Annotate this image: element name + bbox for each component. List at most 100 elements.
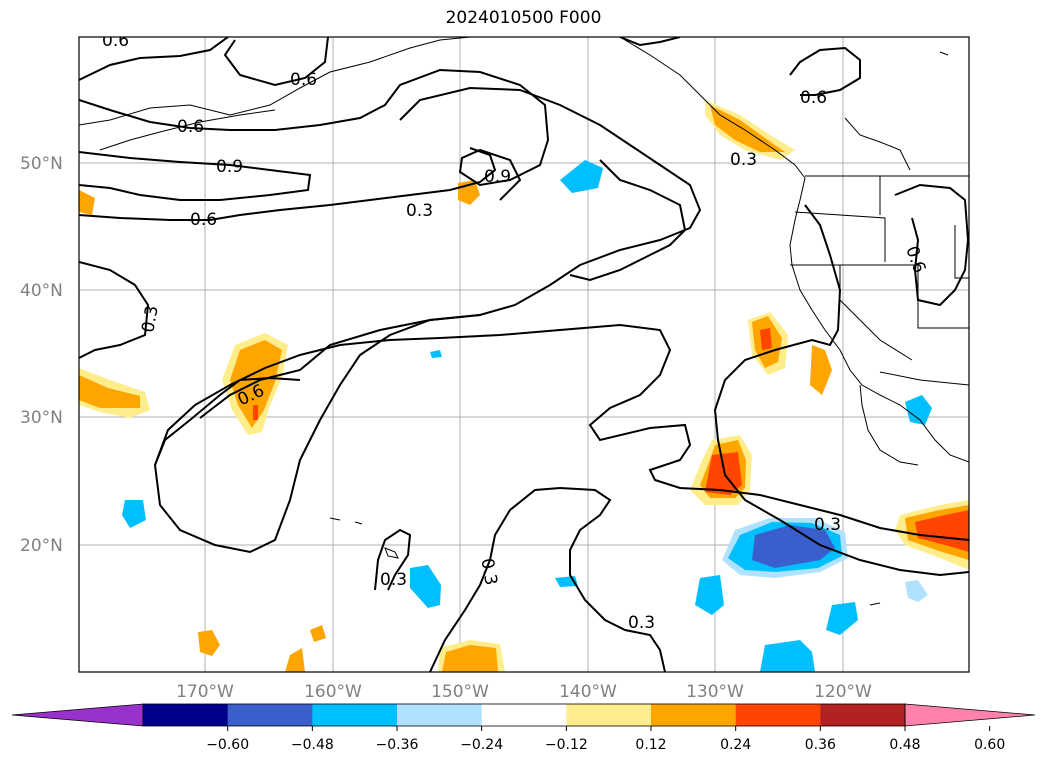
- lat-label-40n: 40°N: [20, 281, 63, 301]
- contour-label: 0.3: [380, 570, 407, 590]
- colorbar-tick-label: −0.48: [291, 737, 334, 753]
- fill-positive-south-d-core: [442, 645, 498, 672]
- fill-positive-ca-coast: [810, 345, 832, 395]
- colorbar-ticks: −0.60 −0.48 −0.36 −0.24 −0.12 0.12 0.24 0.36 0.4…: [206, 726, 1005, 753]
- fill-positive-south-c: [310, 625, 326, 642]
- contour-0p3-south: [429, 486, 666, 672]
- contour-0p6-north-b: [223, 37, 329, 87]
- colorbar-swatches: [11, 703, 1036, 727]
- colorbar-swatch: [312, 704, 398, 726]
- contour-label: 0.3: [406, 201, 433, 221]
- lat-labels: 50°N 40°N 30°N 20°N: [20, 154, 63, 556]
- colorbar-tick-label: 0.60: [974, 737, 1005, 753]
- contour-label: 0.6: [102, 31, 129, 51]
- island-small-a: [939, 51, 949, 56]
- colorbar-tick-label: 0.12: [635, 737, 666, 753]
- bc-interior-line: [844, 117, 911, 171]
- fill-negative-east-tropics-a: [695, 575, 724, 615]
- contours: [79, 37, 969, 672]
- fill-negative-east-tropics-c: [905, 580, 928, 602]
- filled-regions: [79, 100, 969, 672]
- island-small-b: [869, 602, 881, 606]
- contour-0p3-north-ne: [619, 37, 681, 47]
- fill-positive-ca-offshore-peak: [760, 328, 772, 350]
- lon-label-130w: 130°W: [686, 682, 744, 702]
- colorbar-tick-label: −0.60: [206, 737, 249, 753]
- fill-positive-bc-coast-core: [710, 105, 785, 152]
- contour-0p3-coast: [569, 159, 687, 282]
- fill-negative-tropical-core: [752, 525, 835, 568]
- hawaii-islands: [329, 517, 399, 559]
- colorbar-swatch: [397, 704, 483, 726]
- contour-0p6-nw-north: [789, 46, 861, 96]
- colorbar-extend-high: [904, 703, 1036, 727]
- colorbar-tick-label: −0.24: [460, 737, 503, 753]
- contour-label: 0.3: [814, 515, 841, 535]
- lat-label-20n: 20°N: [20, 536, 63, 556]
- coastlines: [79, 37, 969, 606]
- contour-0p3-hawaii: [374, 528, 412, 591]
- colorbar-swatch: [735, 704, 821, 726]
- contour-labels: 0.6 0.6 0.6 0.6 0.9 0.9 0.6 0.3 0.3 0.3 …: [102, 31, 929, 633]
- contour-label: 0.3: [476, 557, 500, 587]
- contour-label: 0.6: [190, 210, 217, 230]
- colorbar-swatch: [820, 704, 906, 726]
- state-boundary-e: [917, 265, 969, 329]
- state-boundary-f: [954, 225, 969, 279]
- contour-0p6-rockies: [894, 183, 969, 307]
- contour-label: 0.3: [628, 613, 655, 633]
- contour-label: 0.9: [216, 157, 243, 177]
- contour-label: 0.9: [484, 167, 511, 187]
- colorbar: −0.60 −0.48 −0.36 −0.24 −0.12 0.12 0.24 0.36 0.4…: [11, 703, 1036, 753]
- lon-label-120w: 120°W: [814, 682, 872, 702]
- fill-negative-small-a: [430, 350, 442, 358]
- contour-label: 0.3: [730, 150, 757, 170]
- fill-negative-west-tropics: [122, 500, 146, 528]
- lon-labels: 170°W 160°W 150°W 140°W 130°W 120°W: [176, 682, 872, 702]
- pacific-nw-coast: [789, 177, 969, 463]
- contour-0p6-west: [79, 147, 497, 221]
- contour-label: 0.6: [800, 88, 827, 108]
- colorbar-swatch: [566, 704, 652, 726]
- map-title: 2024010500 F000: [445, 8, 602, 28]
- colorbar-frame: [142, 703, 906, 727]
- fill-positive-central-core: [230, 340, 282, 428]
- fill-positive-mexico-peak: [915, 510, 969, 552]
- fill-negative-east-tropics-b: [826, 602, 858, 635]
- colorbar-tick-label: −0.12: [545, 737, 588, 753]
- lon-label-150w: 150°W: [431, 682, 489, 702]
- contour-0p3-large-loop: [154, 323, 969, 541]
- lon-label-140w: 140°W: [559, 682, 617, 702]
- colorbar-swatch: [143, 704, 229, 726]
- colorbar-tick-label: 0.24: [720, 737, 751, 753]
- colorbar-swatch: [651, 704, 737, 726]
- contour-0p3-east: [713, 204, 969, 577]
- lon-label-170w: 170°W: [176, 682, 234, 702]
- contour-0p3-main: [79, 261, 481, 419]
- fill-positive-west-edge-core: [79, 375, 140, 408]
- fill-positive-central-peak: [253, 405, 258, 420]
- fill-negative-north-pacific: [560, 160, 603, 193]
- contour-label: 0.6: [901, 244, 929, 276]
- contour-0p9: [79, 151, 312, 201]
- lon-label-160w: 160°W: [304, 682, 362, 702]
- fill-positive-south-a: [198, 630, 220, 656]
- baja-peninsula: [859, 384, 919, 466]
- fill-positive-south-b: [285, 648, 305, 672]
- contour-label: 0.6: [290, 70, 317, 90]
- plot-area: 0.6 0.6 0.6 0.6 0.9 0.9 0.6 0.3 0.3 0.3 …: [79, 31, 969, 672]
- state-boundary-d: [839, 265, 913, 361]
- contour-0p6-north-a: [79, 37, 229, 81]
- colorbar-extend-low: [11, 703, 144, 727]
- fill-negative-hawaii: [410, 565, 441, 608]
- colorbar-tick-label: 0.36: [805, 737, 836, 753]
- colorbar-swatch: [481, 704, 567, 726]
- colorbar-tick-label: −0.36: [376, 737, 419, 753]
- colorbar-swatch: [227, 704, 313, 726]
- mexico-border: [879, 371, 969, 386]
- contour-0p6-mid-north: [79, 68, 550, 201]
- se-alaska-coast: [619, 37, 806, 179]
- gridlines: [79, 37, 969, 672]
- state-boundary-b: [794, 211, 886, 262]
- lat-label-50n: 50°N: [20, 154, 63, 174]
